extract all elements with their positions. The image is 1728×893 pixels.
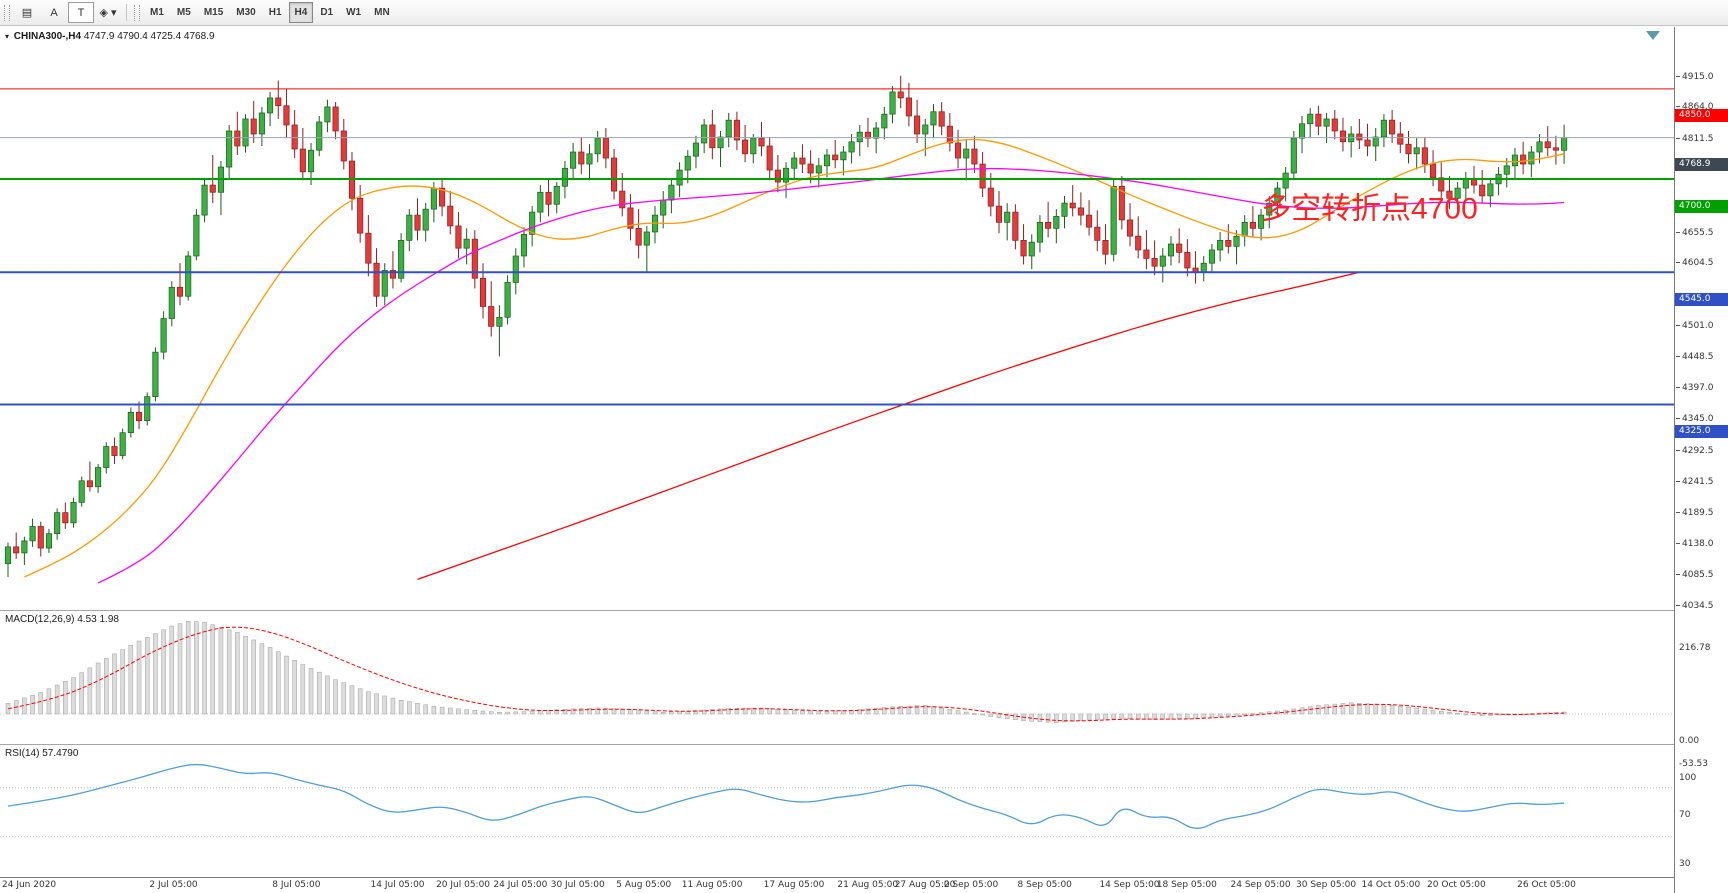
- time-axis-label: 30 Jul 05:00: [550, 880, 605, 890]
- timeframe-button-h1[interactable]: H1: [268, 7, 282, 18]
- timeframe-button-w1[interactable]: W1: [346, 7, 362, 18]
- time-axis-label: 14 Oct 05:00: [1361, 880, 1421, 890]
- symbol-period-label: CHINA300-,H4: [13, 31, 82, 42]
- chart-shift-marker-icon[interactable]: [1646, 31, 1660, 40]
- price-axis[interactable]: 4915.0 4864.0 4811.5 4655.5 4604.5 4501.0 4448…: [1674, 27, 1728, 893]
- macd-signal-value: 1.98: [99, 614, 119, 625]
- time-axis-label: 14 Jul 05:00: [370, 880, 425, 890]
- rsi-axis-label: 70: [1679, 809, 1691, 820]
- time-axis-label: 14 Sep 05:00: [1099, 880, 1160, 890]
- timeframe-button-d1[interactable]: D1: [320, 7, 334, 18]
- price-level-badge-4545.0: 4545.0: [1675, 292, 1728, 306]
- drawing-tools-group: ▤ A T ◈ ▾: [14, 2, 121, 23]
- macd-axis-label: 216.78: [1679, 642, 1711, 653]
- main-price-chart[interactable]: 多空转折点4700: [0, 27, 1674, 610]
- rsi-indicator-label: RSI(14): [5, 748, 40, 759]
- timeframe-button-h4[interactable]: H4: [288, 2, 314, 23]
- time-axis-label: 11 Aug 05:00: [681, 880, 743, 890]
- time-axis-divider: [0, 877, 1728, 878]
- macd-histogram: [5, 621, 1567, 723]
- rsi-value: 57.4790: [42, 748, 79, 759]
- timeframe-button-m5[interactable]: M5: [176, 7, 191, 18]
- ma-mid-magenta: [97, 167, 1565, 584]
- macd-header: MACD(12,26,9) 4.53 1.98: [5, 614, 119, 625]
- time-axis-label: 2 Sep 05:00: [943, 880, 999, 890]
- price-axis-tick: 4604.5: [1676, 258, 1714, 268]
- rsi-panel-divider[interactable]: [0, 744, 1728, 745]
- price-axis-tick: 4189.5: [1676, 508, 1714, 518]
- ma-slow-red: [417, 271, 1360, 580]
- price-level-badge-4850.0: 4850.0: [1675, 109, 1728, 123]
- rsi-indicator-panel[interactable]: [0, 745, 1674, 877]
- ohlc-values: 4747.9 4790.4 4725.4 4768.9: [83, 31, 215, 42]
- price-axis-tick: 4448.5: [1676, 352, 1714, 362]
- current-price-badge: 4768.9: [1675, 158, 1728, 172]
- price-axis-tick: 4034.5: [1676, 601, 1714, 611]
- time-axis-label: 20 Jul 05:00: [436, 880, 491, 890]
- text-tool-button[interactable]: T: [68, 2, 94, 23]
- timeframe-button-m15[interactable]: M15: [203, 7, 224, 18]
- rsi-line: [7, 763, 1565, 829]
- macd-axis-label: -53.53: [1679, 758, 1709, 769]
- time-axis-label: 30 Sep 05:00: [1296, 880, 1357, 890]
- time-axis-label: 8 Sep 05:00: [1017, 880, 1072, 890]
- chart-context-icon[interactable]: ▾: [5, 32, 10, 41]
- time-axis-label: 8 Jul 05:00: [272, 880, 321, 890]
- ma-fast-orange: [24, 138, 1565, 578]
- price-level-badge-4700.0: 4700.0: [1675, 199, 1728, 213]
- price-axis-tick: 4864.0: [1676, 102, 1714, 112]
- timeframe-button-m30[interactable]: M30: [236, 7, 256, 18]
- price-axis-tick: 4655.5: [1676, 228, 1714, 238]
- shapes-dropdown-tool-button[interactable]: ◈ ▾: [99, 7, 117, 19]
- macd-main-value: 4.53: [77, 614, 97, 625]
- top-toolbar: ▤ A T ◈ ▾ M1 M5 M15 M30 H1 H4 D1 W1 MN: [0, 0, 1728, 26]
- time-axis-label: 2 Jul 05:00: [149, 880, 198, 890]
- time-axis-label: 24 Sep 05:00: [1230, 880, 1291, 890]
- price-level-badge-4325.0: 4325.0: [1675, 424, 1728, 438]
- chart-text-annotation[interactable]: 多空转折点4700: [1261, 193, 1478, 226]
- price-axis-tick: 4138.0: [1676, 539, 1714, 549]
- time-axis-label: 24 Jun 2020: [2, 880, 57, 890]
- timeframe-toolbar-drag-handle[interactable]: [134, 4, 140, 21]
- toolbar-separator: [126, 4, 127, 21]
- cursor-tool-button[interactable]: A: [50, 6, 58, 19]
- macd-indicator-panel[interactable]: [0, 611, 1674, 744]
- price-axis-tick: 4241.5: [1676, 477, 1714, 487]
- price-axis-tick: 4811.5: [1676, 134, 1714, 144]
- rsi-axis-label: 30: [1679, 858, 1691, 869]
- chart-grid-tool-button[interactable]: ▤: [21, 7, 33, 19]
- price-axis-tick: 4397.0: [1676, 383, 1714, 393]
- price-axis-tick: 4292.5: [1676, 446, 1714, 456]
- timeframe-button-m1[interactable]: M1: [150, 7, 164, 18]
- time-axis-label: 26 Oct 05:00: [1517, 880, 1576, 890]
- macd-panel-divider[interactable]: [0, 610, 1728, 611]
- price-axis-tick: 4345.0: [1676, 414, 1714, 424]
- rsi-axis-label: 100: [1679, 773, 1697, 784]
- macd-signal-line: [7, 626, 1565, 722]
- time-axis-label: 21 Aug 05:00: [837, 880, 899, 890]
- rsi-header: RSI(14) 57.4790: [5, 748, 78, 759]
- timeframe-button-mn[interactable]: MN: [374, 7, 390, 18]
- timeframe-buttons-group: M1 M5 M15 M30 H1 H4 D1 W1 MN: [144, 2, 396, 23]
- time-axis-label: 5 Aug 05:00: [616, 880, 672, 890]
- macd-indicator-label: MACD(12,26,9): [5, 614, 75, 625]
- toolbar-drag-handle[interactable]: [4, 4, 10, 21]
- chart-header: ▾ CHINA300-,H4 4747.9 4790.4 4725.4 4768…: [5, 31, 215, 42]
- macd-axis-label: 0.00: [1679, 735, 1700, 746]
- time-axis[interactable]: 24 Jun 2020 2 Jul 05:00 8 Jul 05:00 14 Jul …: [0, 878, 1674, 893]
- time-axis-label: 18 Sep 05:00: [1156, 880, 1217, 890]
- price-axis-tick: 4085.5: [1676, 570, 1714, 580]
- price-axis-tick: 4915.0: [1676, 72, 1714, 82]
- time-axis-label: 24 Jul 05:00: [493, 880, 548, 890]
- candles-layer: [4, 75, 1568, 577]
- price-axis-tick: 4501.0: [1676, 321, 1714, 331]
- time-axis-label: 20 Oct 05:00: [1427, 880, 1486, 890]
- time-axis-label: 17 Aug 05:00: [763, 880, 825, 890]
- time-axis-label: 27 Aug 05:00: [894, 880, 956, 890]
